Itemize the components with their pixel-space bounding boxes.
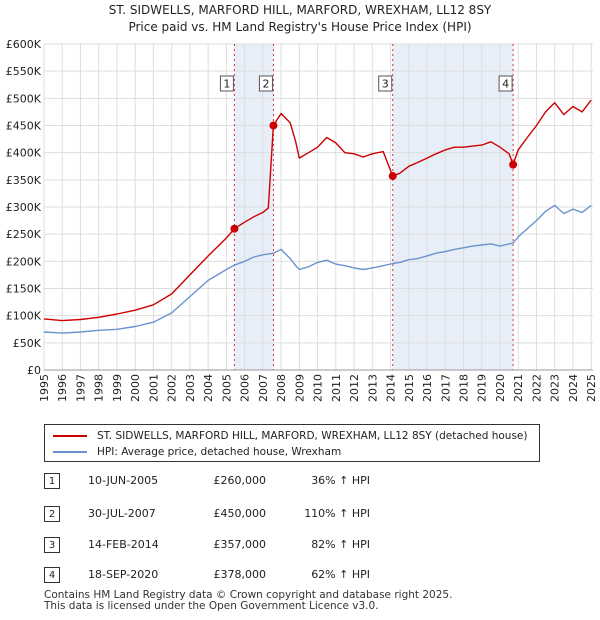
- x-tick-label: 2018: [458, 374, 471, 402]
- x-tick-label: 1996: [56, 374, 69, 402]
- sale-number-badge: 4: [44, 567, 60, 583]
- sale-label-box-3: [378, 75, 393, 92]
- x-tick-label: 2011: [330, 374, 343, 402]
- x-tick-label: 2022: [530, 374, 543, 402]
- x-tick-label: 2015: [403, 374, 416, 402]
- x-tick-label: 1999: [111, 374, 124, 402]
- sale-point-4: [509, 160, 518, 169]
- x-tick-label: 2025: [585, 374, 598, 402]
- chart-subtitle: Price paid vs. HM Land Registry's House …: [128, 20, 471, 34]
- series-line-hpi: [43, 204, 592, 334]
- sale-price: £260,000: [213, 474, 267, 487]
- legend-label-property: ST. SIDWELLS, MARFORD HILL, MARFORD, WRE…: [97, 430, 528, 442]
- y-tick-label: £600K: [6, 38, 42, 51]
- legend: ST. SIDWELLS, MARFORD HILL, MARFORD, WRE…: [44, 424, 540, 462]
- x-tick-label: 2024: [567, 374, 580, 402]
- x-tick-label: 2017: [439, 374, 452, 402]
- table-row: 4 18-SEP-2020 £378,000 62% ↑ HPI: [0, 567, 600, 589]
- sale-label-box-2: [258, 75, 273, 92]
- y-tick-label: £550K: [6, 65, 42, 78]
- x-tick-label: 2000: [129, 374, 142, 402]
- table-row: 3 14-FEB-2014 £357,000 82% ↑ HPI: [0, 537, 600, 559]
- y-tick-label: £0: [27, 364, 41, 377]
- x-tick-label: 2016: [421, 374, 434, 402]
- legend-item-property: ST. SIDWELLS, MARFORD HILL, MARFORD, WRE…: [53, 428, 527, 444]
- y-tick-label: £150K: [6, 283, 42, 296]
- sale-hpi-change: 82% ↑ HPI: [311, 538, 370, 551]
- footer-line-1: Contains HM Land Registry data © Crown c…: [44, 589, 453, 601]
- x-tick-label: 2013: [366, 374, 379, 402]
- sale-label-1: 1: [223, 78, 230, 91]
- x-tick-label: 1995: [38, 374, 51, 402]
- legend-swatch-property: [53, 435, 87, 437]
- x-tick-label: 2002: [166, 374, 179, 402]
- x-tick-label: 2014: [385, 374, 398, 402]
- x-tick-label: 2012: [348, 374, 361, 402]
- x-tick-label: 2008: [275, 374, 288, 402]
- sale-price: £450,000: [213, 507, 267, 520]
- y-tick-label: £50K: [13, 337, 42, 350]
- x-tick-label: 2021: [512, 374, 525, 402]
- x-tick-label: 2003: [184, 374, 197, 402]
- sale-date: 30-JUL-2007: [88, 507, 156, 520]
- x-tick-label: 2004: [202, 374, 215, 402]
- sale-point-1: [230, 224, 239, 233]
- x-tick-label: 1997: [74, 374, 87, 402]
- y-tick-label: £250K: [6, 228, 42, 241]
- sale-point-2: [269, 121, 278, 130]
- sale-price: £378,000: [213, 568, 267, 581]
- price-chart: ST. SIDWELLS, MARFORD HILL, MARFORD, WRE…: [6, 3, 598, 402]
- sale-hpi-change: 110% ↑ HPI: [304, 507, 370, 520]
- sale-number-badge: 1: [44, 473, 60, 489]
- x-tick-label: 1998: [93, 374, 106, 402]
- sale-point-3: [388, 172, 397, 181]
- sale-hpi-change: 62% ↑ HPI: [311, 568, 370, 581]
- y-tick-label: £300K: [6, 201, 42, 214]
- table-row: 1 10-JUN-2005 £260,000 36% ↑ HPI: [0, 473, 600, 495]
- sale-label-3: 3: [382, 78, 389, 91]
- sale-price: £357,000: [213, 538, 267, 551]
- x-tick-label: 2005: [220, 374, 233, 402]
- sale-number-badge: 2: [44, 506, 60, 522]
- footer-line-2: This data is licensed under the Open Gov…: [44, 600, 379, 612]
- x-tick-label: 2007: [257, 374, 270, 402]
- sale-label-box-4: [498, 75, 513, 92]
- sale-date: 14-FEB-2014: [88, 538, 159, 551]
- legend-item-hpi: HPI: Average price, detached house, Wrex…: [53, 444, 341, 460]
- sale-date: 10-JUN-2005: [88, 474, 159, 487]
- footer-attribution: Contains HM Land Registry data © Crown c…: [44, 590, 452, 612]
- y-tick-label: £350K: [6, 174, 42, 187]
- chart-title: ST. SIDWELLS, MARFORD HILL, MARFORD, WRE…: [109, 3, 492, 17]
- x-tick-label: 2009: [293, 374, 306, 402]
- sale-label-box-1: [219, 75, 234, 92]
- legend-swatch-hpi: [53, 451, 87, 453]
- sale-label-4: 4: [502, 78, 509, 91]
- sale-hpi-change: 36% ↑ HPI: [311, 474, 370, 487]
- y-tick-label: £400K: [6, 147, 42, 160]
- x-tick-label: 2006: [239, 374, 252, 402]
- y-tick-label: £100K: [6, 310, 42, 323]
- sale-label-2: 2: [262, 78, 269, 91]
- x-tick-label: 2001: [147, 374, 160, 402]
- sale-date: 18-SEP-2020: [88, 568, 159, 581]
- x-tick-label: 2020: [494, 374, 507, 402]
- y-tick-label: £500K: [6, 92, 42, 105]
- sale-number-badge: 3: [44, 537, 60, 553]
- x-tick-label: 2023: [549, 374, 562, 402]
- table-row: 2 30-JUL-2007 £450,000 110% ↑ HPI: [0, 506, 600, 528]
- x-tick-label: 2010: [312, 374, 325, 402]
- y-tick-label: £450K: [6, 120, 42, 133]
- x-tick-label: 2019: [476, 374, 489, 402]
- legend-label-hpi: HPI: Average price, detached house, Wrex…: [97, 446, 342, 458]
- y-tick-label: £200K: [6, 255, 42, 268]
